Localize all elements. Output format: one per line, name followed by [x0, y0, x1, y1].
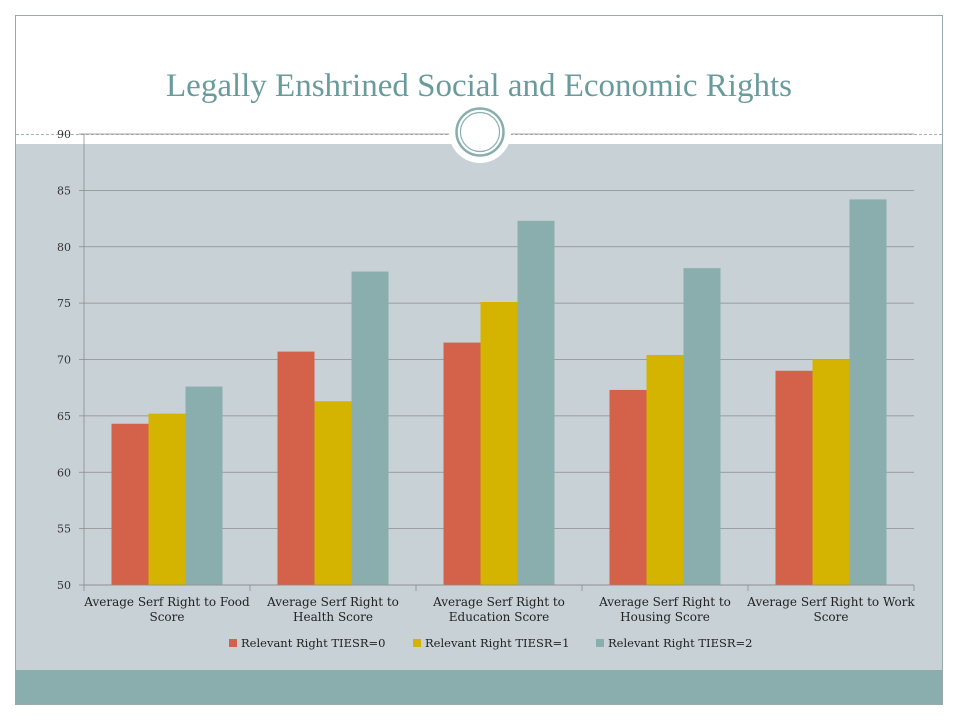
bar [849, 199, 887, 585]
bar [812, 359, 850, 585]
legend-swatch [229, 639, 237, 647]
y-tick-label: 75 [57, 297, 71, 310]
y-tick-label: 90 [57, 128, 71, 141]
x-category-label: Average Serf Right to [266, 595, 399, 609]
bars [111, 199, 887, 585]
bar [443, 342, 481, 585]
legend-swatch [413, 639, 421, 647]
legend-entry: Relevant Right TIESR=1 [425, 636, 569, 650]
bar [683, 268, 721, 585]
title-ornament [449, 101, 511, 163]
legend: Relevant Right TIESR=0 Relevant Right TIE… [229, 636, 752, 650]
x-category-label: Average Serf Right to Work [746, 595, 915, 609]
y-tick-label: 65 [57, 410, 71, 423]
bar [185, 386, 223, 585]
bar [646, 354, 684, 585]
x-category-label: Education Score [449, 610, 549, 624]
legend-entry: Relevant Right TIESR=2 [608, 636, 752, 650]
x-category-label: Housing Score [620, 610, 710, 624]
bar [111, 423, 149, 585]
axes: 50 55 60 65 70 75 80 85 90 Average Serf Right to … [57, 128, 915, 624]
legend-swatch [596, 639, 604, 647]
y-tick-label: 80 [57, 241, 71, 254]
bar [775, 370, 813, 585]
slide-footer-band [16, 670, 942, 704]
ornament-ring-icon [455, 107, 505, 157]
x-category-label: Average Serf Right to [432, 595, 565, 609]
bar [277, 351, 315, 585]
x-category-label: Average Serf Right to [598, 595, 731, 609]
legend-entry: Relevant Right TIESR=0 [241, 636, 385, 650]
bar [351, 271, 389, 585]
y-tick-label: 55 [57, 523, 71, 536]
x-category-label: Average Serf Right to Food [83, 595, 250, 609]
bar [517, 220, 555, 585]
slide-title: Legally Enshrined Social and Economic Ri… [166, 68, 792, 104]
y-tick-label: 60 [57, 466, 71, 479]
x-category-label: Health Score [293, 610, 373, 624]
bar [609, 389, 647, 585]
x-category-label: Score [813, 610, 848, 624]
bar [480, 301, 518, 585]
ornament-outer-circle [449, 101, 511, 163]
bar [314, 401, 352, 585]
x-category-label: Score [149, 610, 184, 624]
y-tick-label: 50 [57, 579, 71, 592]
ornament-inner-ring-icon [459, 111, 501, 153]
y-tick-label: 85 [57, 184, 71, 197]
y-tick-label: 70 [57, 354, 71, 367]
bar [148, 413, 186, 585]
